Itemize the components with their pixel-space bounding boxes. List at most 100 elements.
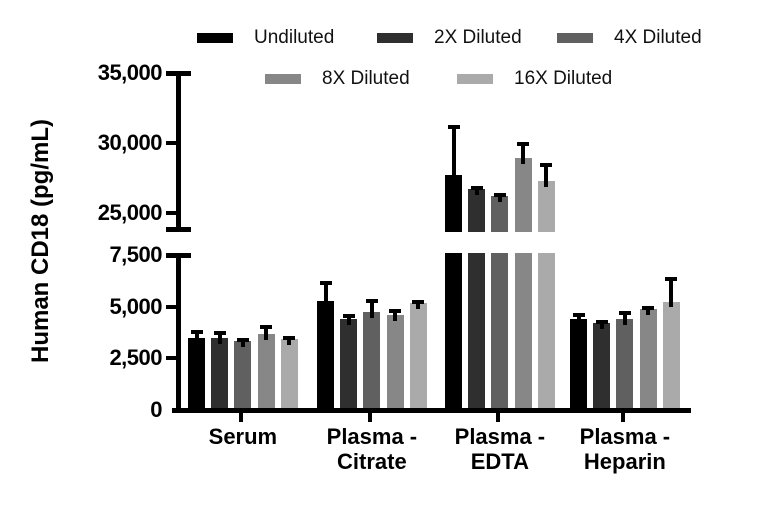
y-tick-label-2500: 2,500 <box>109 345 162 371</box>
error-bar-cap-plasma-citrate-4x-diluted <box>365 298 378 303</box>
error-bar-plasma-heparin-2x-diluted <box>599 319 604 330</box>
legend-label-16x-diluted: 16X Diluted <box>514 68 613 89</box>
bar-serum-2x-diluted <box>211 338 229 408</box>
y-tick-25000 <box>166 211 176 215</box>
bar-plasma-citrate-8x-diluted <box>386 314 404 408</box>
error-bar-cap-plasma-edta-2x-diluted <box>470 186 483 191</box>
error-bar-cap-serum-undiluted <box>190 330 203 335</box>
bar-plasma-citrate-2x-diluted <box>340 319 358 408</box>
bar-plasma-edta-8x-diluted-lower <box>514 253 532 408</box>
error-bar-serum-4x-diluted <box>240 338 245 347</box>
legend-swatch-8x-diluted <box>265 74 301 84</box>
y-axis-lower-top-cap <box>166 253 191 258</box>
y-tick-label-35000: 35,000 <box>97 60 163 85</box>
legend: Undiluted 2X Diluted 4X Diluted 8X Diluted 1… <box>0 0 768 100</box>
error-bar-cap-plasma-heparin-2x-diluted <box>595 319 608 324</box>
error-bar-cap-serum-4x-diluted <box>236 338 249 343</box>
x-tick-plasma-citrate <box>367 413 372 422</box>
error-bar-plasma-citrate-4x-diluted <box>369 298 374 319</box>
bar-plasma-heparin-2x-diluted <box>593 323 611 408</box>
error-bar-plasma-citrate-8x-diluted <box>393 309 398 321</box>
x-tick-plasma-heparin <box>620 413 625 422</box>
error-bar-cap-serum-2x-diluted <box>213 330 226 335</box>
error-bar-plasma-citrate-undiluted <box>323 281 328 307</box>
error-bar-serum-16x-diluted <box>287 335 292 345</box>
y-axis-lower-segment <box>176 253 181 410</box>
error-bar-plasma-heparin-8x-diluted <box>646 306 651 315</box>
bar-plasma-edta-undiluted-lower <box>445 253 462 408</box>
bar-plasma-edta-2x-diluted-upper <box>468 189 486 232</box>
legend-swatch-16x-diluted <box>457 74 493 84</box>
error-bar-cap-serum-16x-diluted <box>283 335 296 340</box>
error-bar-cap-plasma-heparin-8x-diluted <box>642 306 655 311</box>
error-bar-plasma-citrate-16x-diluted <box>416 300 421 309</box>
legend-swatch-4x-diluted <box>557 33 593 43</box>
y-tick-label-25000: 25,000 <box>97 200 163 225</box>
error-bar-plasma-edta-2x-diluted <box>474 186 479 196</box>
bar-plasma-edta-16x-diluted-upper <box>537 180 555 232</box>
bar-plasma-edta-4x-diluted-upper <box>491 196 509 232</box>
legend-swatch-undiluted <box>197 33 233 43</box>
x-axis <box>172 408 691 413</box>
legend-label-4x-diluted: 4X Diluted <box>614 27 702 48</box>
error-bar-plasma-edta-8x-diluted <box>521 142 526 165</box>
category-label-plasma-heparin: Plasma - Heparin <box>579 424 671 474</box>
bar-plasma-edta-2x-diluted-lower <box>468 253 486 408</box>
y-tick-label-7500: 7,500 <box>109 242 162 267</box>
bar-serum-16x-diluted <box>280 338 298 408</box>
bar-plasma-edta-4x-diluted-lower <box>491 253 509 408</box>
error-bar-cap-plasma-heparin-16x-diluted <box>665 277 678 282</box>
error-bar-plasma-citrate-2x-diluted <box>346 313 351 326</box>
bar-plasma-citrate-undiluted <box>317 300 334 408</box>
y-tick-label-30000: 30,000 <box>97 130 163 155</box>
error-bar-cap-plasma-heparin-undiluted <box>572 313 585 318</box>
y-tick-2500 <box>166 356 176 361</box>
error-bar-cap-plasma-citrate-undiluted <box>319 281 332 286</box>
bar-plasma-citrate-4x-diluted <box>363 312 381 408</box>
error-bar-serum-undiluted <box>194 330 199 344</box>
category-label-serum: Serum <box>208 424 278 449</box>
bar-serum-undiluted <box>188 337 205 408</box>
x-tick-serum <box>238 413 243 422</box>
category-label-plasma-edta: Plasma - EDTA <box>454 424 546 474</box>
error-bar-plasma-edta-4x-diluted <box>497 192 502 203</box>
legend-label-2x-diluted: 2X Diluted <box>434 27 522 48</box>
bar-serum-8x-diluted <box>257 333 275 408</box>
bar-plasma-citrate-16x-diluted <box>409 302 427 408</box>
bar-plasma-heparin-4x-diluted <box>616 319 634 408</box>
error-bar-cap-plasma-citrate-2x-diluted <box>342 313 355 318</box>
y-tick-label-0: 0 <box>150 397 162 422</box>
x-tick-plasma-edta <box>495 413 500 422</box>
error-bar-cap-plasma-citrate-8x-diluted <box>389 309 402 314</box>
error-bar-plasma-heparin-16x-diluted <box>669 277 674 308</box>
bar-plasma-heparin-undiluted <box>570 319 587 408</box>
error-bar-cap-plasma-edta-8x-diluted <box>517 142 530 147</box>
legend-label-undiluted: Undiluted <box>254 27 335 48</box>
category-label-plasma-citrate: Plasma - Citrate <box>326 424 418 474</box>
error-bar-plasma-heparin-undiluted <box>576 313 581 326</box>
bar-plasma-edta-16x-diluted-lower <box>537 253 555 408</box>
error-bar-serum-8x-diluted <box>264 324 269 340</box>
error-bar-cap-plasma-edta-16x-diluted <box>540 162 553 167</box>
legend-label-8x-diluted: 8X Diluted <box>322 68 410 89</box>
y-tick-5000 <box>166 304 176 309</box>
bar-plasma-edta-undiluted-upper <box>445 175 462 232</box>
error-bar-serum-2x-diluted <box>217 330 222 345</box>
bar-plasma-heparin-16x-diluted <box>662 301 680 408</box>
error-bar-cap-plasma-heparin-4x-diluted <box>618 310 631 315</box>
error-bar-plasma-heparin-4x-diluted <box>622 310 627 326</box>
error-bar-cap-plasma-edta-undiluted <box>447 124 460 129</box>
y-axis-upper-segment <box>176 73 181 232</box>
legend-swatch-2x-diluted <box>377 33 413 43</box>
y-axis-break-cap <box>166 227 191 232</box>
bar-plasma-edta-8x-diluted-upper <box>514 158 532 232</box>
bar-serum-4x-diluted <box>234 340 252 408</box>
y-tick-30000 <box>166 141 176 145</box>
error-bar-cap-serum-8x-diluted <box>260 324 273 329</box>
error-bar-plasma-edta-undiluted <box>451 124 456 182</box>
error-bar-plasma-edta-16x-diluted <box>544 162 549 187</box>
y-tick-label-5000: 5,000 <box>109 293 162 319</box>
y-axis-upper-top-cap <box>166 71 191 76</box>
bar-plasma-heparin-8x-diluted <box>639 308 657 408</box>
